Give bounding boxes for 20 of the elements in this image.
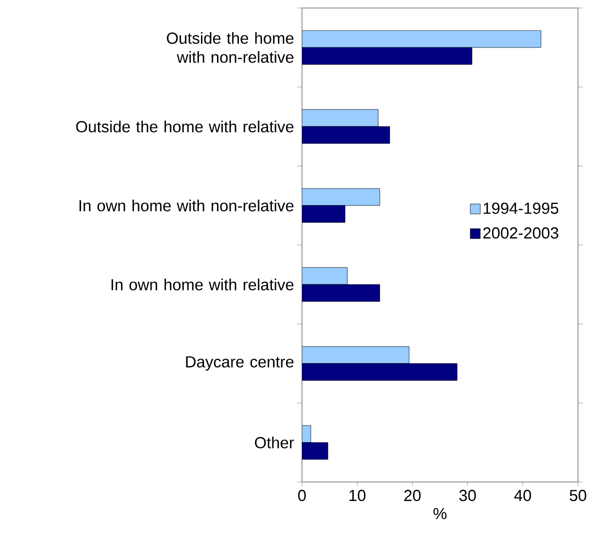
- bar: [302, 346, 410, 364]
- x-tick-label: 30: [459, 490, 476, 502]
- legend-label: 1994-1995: [484, 202, 558, 214]
- y-tick-label: In own home with relative: [112, 278, 294, 290]
- y-tick-label: Daycare centre: [186, 356, 294, 371]
- x-axis-title: %: [433, 508, 447, 520]
- legend-label: 2002-2003: [483, 227, 558, 239]
- x-tick-label: 0: [298, 490, 306, 502]
- y-tick-label: Outside the home with non-relative: [166, 32, 294, 63]
- bar: [302, 188, 380, 206]
- y-tick-label: Other: [254, 436, 294, 448]
- x-tick-label: 10: [350, 490, 366, 502]
- bar: [302, 267, 348, 285]
- bar: [302, 109, 378, 127]
- x-tick-label: 20: [404, 490, 421, 502]
- x-tick-label: 40: [514, 490, 532, 502]
- y-tick-label: Outside the home with relative: [76, 120, 294, 132]
- y-tick-label: In own home with non-relative: [80, 200, 294, 212]
- bar: [302, 30, 542, 48]
- x-tick-label: 50: [570, 490, 586, 502]
